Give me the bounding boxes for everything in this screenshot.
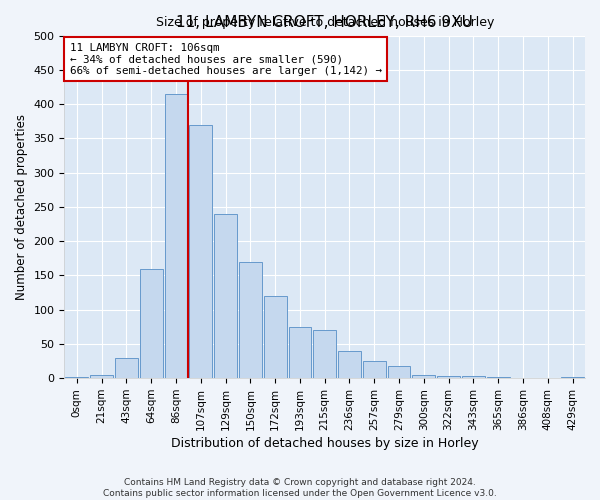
Bar [190, 125, 212, 378]
Bar [140, 268, 163, 378]
Bar [388, 366, 410, 378]
Bar [115, 358, 138, 378]
Text: Contains HM Land Registry data © Crown copyright and database right 2024.
Contai: Contains HM Land Registry data © Crown c… [103, 478, 497, 498]
Bar [65, 377, 88, 378]
Bar [437, 376, 460, 378]
Bar [264, 296, 287, 378]
Bar [561, 377, 584, 378]
Bar [412, 375, 435, 378]
Bar [90, 375, 113, 378]
Bar [239, 262, 262, 378]
Bar [313, 330, 336, 378]
Title: 11, LAMBYN CROFT, HORLEY, RH6 9XU: 11, LAMBYN CROFT, HORLEY, RH6 9XU [176, 16, 473, 30]
Bar [487, 377, 509, 378]
Bar [289, 327, 311, 378]
Bar [214, 214, 237, 378]
X-axis label: Distribution of detached houses by size in Horley: Distribution of detached houses by size … [171, 437, 479, 450]
Text: Size of property relative to detached houses in Horley: Size of property relative to detached ho… [155, 16, 494, 29]
Bar [164, 94, 187, 378]
Text: 11 LAMBYN CROFT: 106sqm
← 34% of detached houses are smaller (590)
66% of semi-d: 11 LAMBYN CROFT: 106sqm ← 34% of detache… [70, 42, 382, 76]
Bar [363, 361, 386, 378]
Y-axis label: Number of detached properties: Number of detached properties [15, 114, 28, 300]
Bar [462, 376, 485, 378]
Bar [338, 351, 361, 378]
